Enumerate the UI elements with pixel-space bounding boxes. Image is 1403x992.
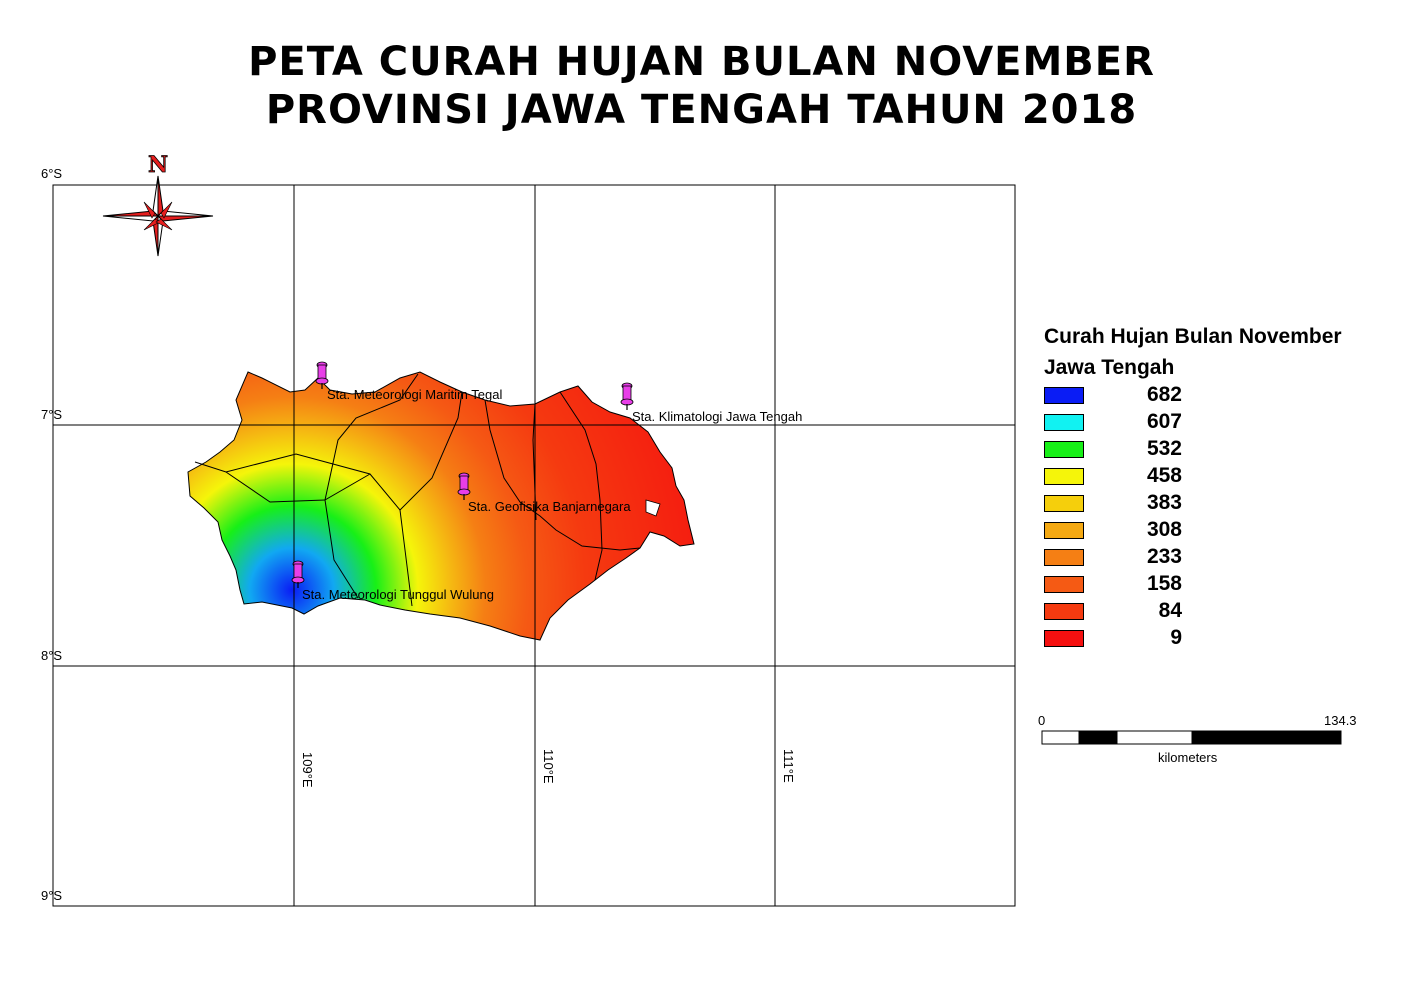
legend-value: 308 bbox=[1146, 518, 1182, 541]
lon-label-110e: 110°E bbox=[541, 749, 556, 784]
legend-swatch bbox=[1044, 441, 1084, 458]
lon-label-111e: 111°E bbox=[781, 749, 796, 783]
scale-bar-end: 134.3 bbox=[1324, 713, 1357, 728]
legend-value: 84 bbox=[1158, 599, 1182, 622]
legend-swatch bbox=[1044, 468, 1084, 485]
scale-bar bbox=[1041, 730, 1342, 745]
legend-swatch bbox=[1044, 576, 1084, 593]
legend-swatch bbox=[1044, 549, 1084, 566]
station-label-tunggul-wulung: Sta. Meteorologi Tunggul Wulung bbox=[302, 587, 494, 602]
legend-value: 532 bbox=[1146, 437, 1182, 460]
legend-value: 233 bbox=[1146, 545, 1182, 568]
legend-swatch bbox=[1044, 387, 1084, 404]
legend-value: 607 bbox=[1146, 410, 1182, 433]
legend-value: 383 bbox=[1146, 491, 1182, 514]
map-title-line2: PROVINSI JAWA TENGAH TAHUN 2018 bbox=[265, 87, 1138, 133]
lat-label-7s: 7°S bbox=[41, 407, 63, 422]
map-title-line1: PETA CURAH HUJAN BULAN NOVEMBER bbox=[248, 39, 1155, 85]
graticule bbox=[53, 185, 1015, 906]
regency-boundaries bbox=[194, 373, 641, 607]
legend-swatch bbox=[1044, 630, 1084, 647]
scale-bar-unit: kilometers bbox=[1158, 750, 1218, 765]
legend-swatch bbox=[1044, 495, 1084, 512]
station-label-banjarnegara: Sta. Geofisika Banjarnegara bbox=[468, 499, 631, 514]
lat-label-8s: 8°S bbox=[41, 648, 63, 663]
legend-swatch bbox=[1044, 603, 1084, 620]
legend-title: Curah Hujan Bulan November bbox=[1044, 325, 1342, 348]
legend-value: 458 bbox=[1146, 464, 1182, 487]
legend-subtitle: Jawa Tengah bbox=[1044, 356, 1175, 379]
compass-rose-icon bbox=[102, 175, 214, 257]
lat-label-6s: 6°S bbox=[41, 166, 63, 181]
legend-value: 158 bbox=[1146, 572, 1182, 595]
legend-value: 682 bbox=[1146, 383, 1182, 406]
station-label-tegal: Sta. Meteorologi Maritim Tegal bbox=[327, 387, 503, 402]
lat-label-9s: 9°S bbox=[41, 888, 63, 903]
station-label-klimatologi: Sta. Klimatologi Jawa Tengah bbox=[632, 409, 803, 424]
legend-swatch bbox=[1044, 522, 1084, 539]
scale-bar-start: 0 bbox=[1038, 713, 1046, 728]
north-label: N bbox=[148, 152, 168, 178]
legend-swatch bbox=[1044, 414, 1084, 431]
lon-label-109e: 109°E bbox=[300, 752, 315, 788]
jawa-tengah-region bbox=[187, 371, 695, 641]
legend-value: 9 bbox=[1170, 626, 1182, 649]
